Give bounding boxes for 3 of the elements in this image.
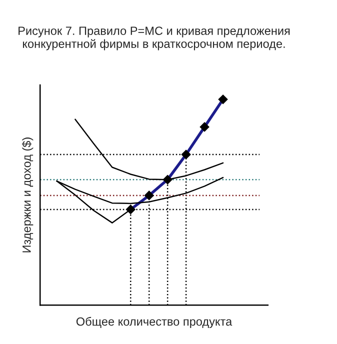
y-axis-title: Издержки и доход ($)	[22, 138, 34, 252]
chart-title: Рисунок 7. Правило P=MC и кривая предложения конкурентной фирмы в краткосрочном периоде.	[18, 26, 290, 50]
x-axis-title: Общее количество продукта	[76, 316, 232, 328]
